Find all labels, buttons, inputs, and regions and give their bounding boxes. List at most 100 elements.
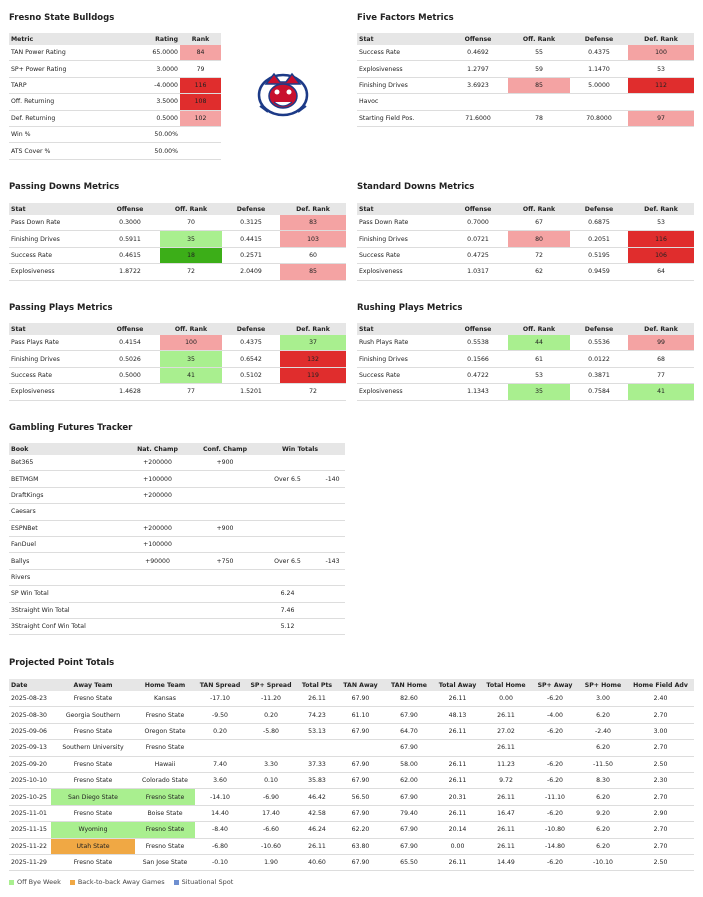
table-cell: 6.20: [579, 821, 627, 839]
table-cell: 0.4375: [570, 45, 628, 62]
column-header: Defense: [570, 33, 628, 45]
table-cell: [195, 569, 255, 587]
table-row: Finishing Drives 3.6923 85 5.0000 112: [357, 77, 694, 95]
table-cell: 40.60: [297, 854, 337, 872]
table-cell: 37: [280, 335, 346, 352]
section-title: Projected Point Totals: [9, 658, 115, 668]
table-row: Pass Down Rate 0.7000 67 0.6875 53: [357, 215, 694, 232]
table-cell: 97: [628, 110, 694, 127]
table-cell: 61.10: [337, 706, 384, 724]
table-row: Def. Returning 0.5000 102: [9, 110, 221, 127]
table-cell: +900: [195, 520, 255, 537]
column-header: Off. Rank: [160, 323, 222, 335]
table-row: Success Rate 0.5000 41 0.5102 119: [9, 367, 346, 385]
table-cell: -11.10: [531, 788, 579, 806]
table-cell: Havoc: [357, 93, 448, 111]
table-cell: 72: [160, 263, 222, 281]
table-cell: 2025-10-25: [9, 788, 51, 806]
column-header: Def. Rank: [628, 33, 694, 45]
table-cell: 0.5536: [570, 335, 628, 352]
table-cell: 85: [508, 77, 570, 95]
table-cell: [320, 569, 345, 587]
header-row: Stat Offense Off. Rank Defense Def. Rank: [357, 323, 694, 335]
table-cell: Fresno State: [51, 691, 135, 708]
column-header: Defense: [570, 323, 628, 335]
table-cell: TAN Power Rating: [9, 45, 130, 62]
table-row: BETMGM +100000 Over 6.5 -140: [9, 470, 345, 488]
table-row: 2025-10-10 Fresno State Colorado State 3.60…: [9, 772, 694, 790]
table-cell: 5.12: [255, 618, 320, 636]
table-cell: +100000: [120, 536, 195, 554]
table-cell: Oregon State: [135, 723, 195, 741]
table-cell: Success Rate: [357, 367, 448, 385]
legend-label: Back-to-back Away Games: [77, 878, 165, 886]
table-cell: 5.0000: [570, 77, 628, 95]
table-cell: [320, 585, 345, 603]
column-header: Def. Rank: [628, 323, 694, 335]
table-cell: 17.40: [245, 805, 297, 823]
table-cell: 2.0409: [222, 263, 280, 281]
table-cell: -6.60: [245, 821, 297, 839]
table-cell: 7.46: [255, 602, 320, 619]
data-table: Stat Offense Off. Rank Defense Def. Rank Rush…: [357, 323, 694, 401]
table-cell: [508, 93, 570, 111]
column-header: Defense: [222, 323, 280, 335]
table-cell: 2025-11-29: [9, 854, 51, 872]
table-cell: 26.11: [434, 772, 481, 790]
table-cell: Kansas: [135, 691, 195, 708]
legend-item: Situational Spot: [173, 878, 234, 886]
table-cell: [195, 536, 255, 554]
table-cell: 0.0721: [448, 230, 508, 248]
table-cell: 46.42: [297, 788, 337, 806]
table-cell: [120, 569, 195, 587]
table-cell: 77: [160, 383, 222, 401]
table-cell: +90000: [120, 552, 195, 570]
legend-label: Situational Spot: [181, 878, 234, 886]
table-cell: 67.90: [337, 756, 384, 773]
column-header: Rating: [130, 33, 180, 45]
table-cell: 26.11: [434, 691, 481, 708]
section-title: Gambling Futures Tracker: [9, 423, 133, 433]
table-cell: Finishing Drives: [9, 230, 100, 248]
table-cell: 108: [180, 93, 221, 111]
table-cell: 1.8722: [100, 263, 160, 281]
table-row: 2025-08-23 Fresno State Kansas -17.10 -11.20…: [9, 691, 694, 708]
table-row: ESPNBet +200000 +900: [9, 520, 345, 537]
legend-swatch: [173, 879, 179, 885]
table-cell: 64: [628, 263, 694, 281]
table-cell: [255, 569, 320, 587]
column-header: Date: [9, 679, 51, 691]
table-cell: Fresno State: [51, 756, 135, 773]
table-cell: 14.40: [195, 805, 245, 823]
table-cell: -2.40: [579, 723, 627, 741]
table-cell: 65.50: [384, 854, 434, 872]
table-cell: 3.60: [195, 772, 245, 790]
table-cell: 2.50: [627, 756, 694, 773]
legend-item: Back-to-back Away Games: [69, 878, 165, 886]
table-cell: -143: [320, 552, 345, 570]
table-row: Explosiveness 1.4628 77 1.5201 72: [9, 383, 346, 401]
table-cell: [320, 536, 345, 554]
column-header: Book: [9, 443, 120, 455]
table-cell: 0.0122: [570, 350, 628, 368]
table-cell: 26.11: [481, 788, 531, 806]
section-title: Five Factors Metrics: [357, 13, 454, 23]
table-cell: 0.3125: [222, 215, 280, 232]
table-cell: 2025-11-01: [9, 805, 51, 823]
table-cell: Fresno State: [135, 788, 195, 806]
table-cell: 53.13: [297, 723, 337, 741]
table-row: 2025-11-01 Fresno State Boise State 14.40 17…: [9, 805, 694, 823]
column-header: Def. Rank: [280, 203, 346, 215]
table-cell: -17.10: [195, 691, 245, 708]
table-cell: [320, 503, 345, 521]
table-cell: [195, 470, 255, 488]
table-cell: 48.13: [434, 706, 481, 724]
table-cell: 82.60: [384, 691, 434, 708]
table-cell: 2025-08-23: [9, 691, 51, 708]
table-cell: 3.6923: [448, 77, 508, 95]
table-cell: 26.11: [481, 739, 531, 757]
table-row: 2025-08-30 Georgia Southern Fresno State -9…: [9, 706, 694, 724]
table-cell: 0.5102: [222, 367, 280, 385]
table-cell: 85: [280, 263, 346, 281]
table-cell: 67.90: [384, 788, 434, 806]
